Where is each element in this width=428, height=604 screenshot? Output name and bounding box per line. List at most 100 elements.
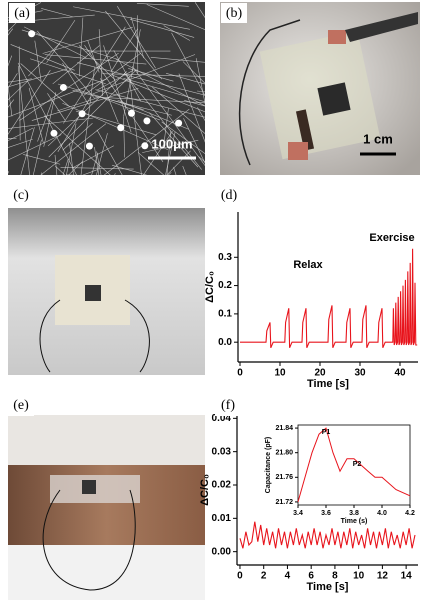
- fiber: [66, 123, 77, 175]
- contact-pad: [288, 142, 308, 160]
- x-tick-label: 4: [285, 571, 291, 582]
- fiber: [96, 151, 102, 175]
- y-tick-label: 0.02: [212, 480, 232, 491]
- fiber: [84, 45, 164, 163]
- y-tick-label: 0.0: [218, 337, 232, 348]
- fiber: [54, 154, 58, 175]
- fiber: [52, 45, 100, 85]
- wire: [39, 299, 150, 373]
- x-tick-label: 10: [353, 571, 365, 582]
- x-tick-label: 12: [377, 571, 389, 582]
- electrode-lead: [295, 109, 315, 151]
- fiber: [57, 97, 98, 112]
- fiber: [47, 71, 127, 147]
- fiber: [152, 86, 205, 134]
- fiber: [182, 61, 205, 84]
- fiber: [8, 69, 51, 135]
- fiber: [80, 67, 95, 175]
- fiber: [111, 164, 148, 175]
- fiber: [184, 100, 205, 107]
- label-box: [215, 396, 241, 416]
- y-tick-label: 0.2: [218, 280, 232, 291]
- fiber: [111, 28, 139, 72]
- fiber: [17, 62, 77, 175]
- fiber: [111, 74, 205, 113]
- panel-label: (e): [13, 398, 29, 413]
- data-line: [239, 521, 416, 549]
- fiber: [75, 110, 157, 136]
- fiber: [78, 17, 84, 77]
- fiber: [41, 8, 73, 18]
- data-line: [240, 248, 418, 349]
- fiber: [100, 78, 119, 123]
- fiber: [47, 93, 66, 121]
- x-axis-title: Time (s): [341, 518, 368, 525]
- x-axis-title: Time [s]: [307, 378, 349, 390]
- fiber: [44, 54, 147, 65]
- panel-label: (b): [226, 6, 243, 21]
- sem-image: [8, 2, 205, 175]
- fiber: [146, 4, 205, 31]
- wire: [42, 489, 136, 591]
- fiber: [87, 40, 100, 73]
- fiber: [37, 99, 53, 142]
- scale-text: 100μm: [151, 136, 192, 151]
- fiber: [69, 143, 74, 175]
- y-tick-label: 21.84: [275, 425, 293, 432]
- x-tick-label: 30: [354, 368, 366, 379]
- bead: [175, 119, 183, 127]
- x-tick-label: 3.8: [349, 510, 359, 517]
- fiber: [197, 107, 205, 122]
- annotation: P1: [322, 429, 331, 436]
- fiber: [62, 62, 89, 105]
- x-tick-label: 10: [274, 368, 286, 379]
- contact-pad: [328, 30, 346, 44]
- fiber: [37, 30, 95, 99]
- fiber: [8, 171, 10, 174]
- wire: [238, 19, 301, 166]
- bead: [50, 129, 58, 137]
- fiber: [137, 152, 165, 175]
- fiber: [166, 150, 191, 175]
- fiber: [8, 137, 17, 139]
- x-tick-label: 6: [308, 571, 314, 582]
- fiber: [178, 73, 205, 143]
- x-tick-label: 0: [237, 571, 243, 582]
- fiber: [8, 86, 13, 117]
- fiber: [95, 89, 205, 118]
- x-tick-label: 40: [394, 368, 406, 379]
- label-box: [221, 3, 247, 23]
- fiber: [123, 29, 141, 117]
- x-tick-label: 20: [314, 368, 326, 379]
- fiber: [163, 25, 191, 41]
- fiber: [166, 73, 205, 85]
- fiber: [136, 3, 189, 7]
- label-box: [9, 3, 35, 23]
- shirt: [8, 545, 205, 600]
- fiber: [96, 129, 123, 175]
- bead: [127, 109, 135, 117]
- fiber: [104, 98, 161, 121]
- fiber: [194, 2, 205, 18]
- electrode: [82, 480, 96, 494]
- plot-frame: [297, 424, 411, 506]
- fiber: [98, 29, 104, 97]
- fiber: [142, 139, 199, 153]
- fiber: [123, 116, 125, 158]
- y-tick-label: 0.3: [218, 252, 232, 263]
- x-tick-label: 14: [401, 571, 413, 582]
- fiber: [143, 131, 173, 175]
- bead: [28, 30, 36, 38]
- fiber: [20, 63, 70, 108]
- y-tick-label: 21.72: [275, 499, 293, 506]
- fiber: [92, 54, 196, 95]
- x-tick-label: 8: [332, 571, 338, 582]
- fiber: [72, 90, 172, 116]
- bead: [85, 142, 93, 150]
- fiber: [19, 52, 119, 121]
- annotation: Exercise: [369, 232, 414, 244]
- fiber: [195, 58, 205, 105]
- fiber: [78, 45, 116, 81]
- fiber: [65, 174, 79, 175]
